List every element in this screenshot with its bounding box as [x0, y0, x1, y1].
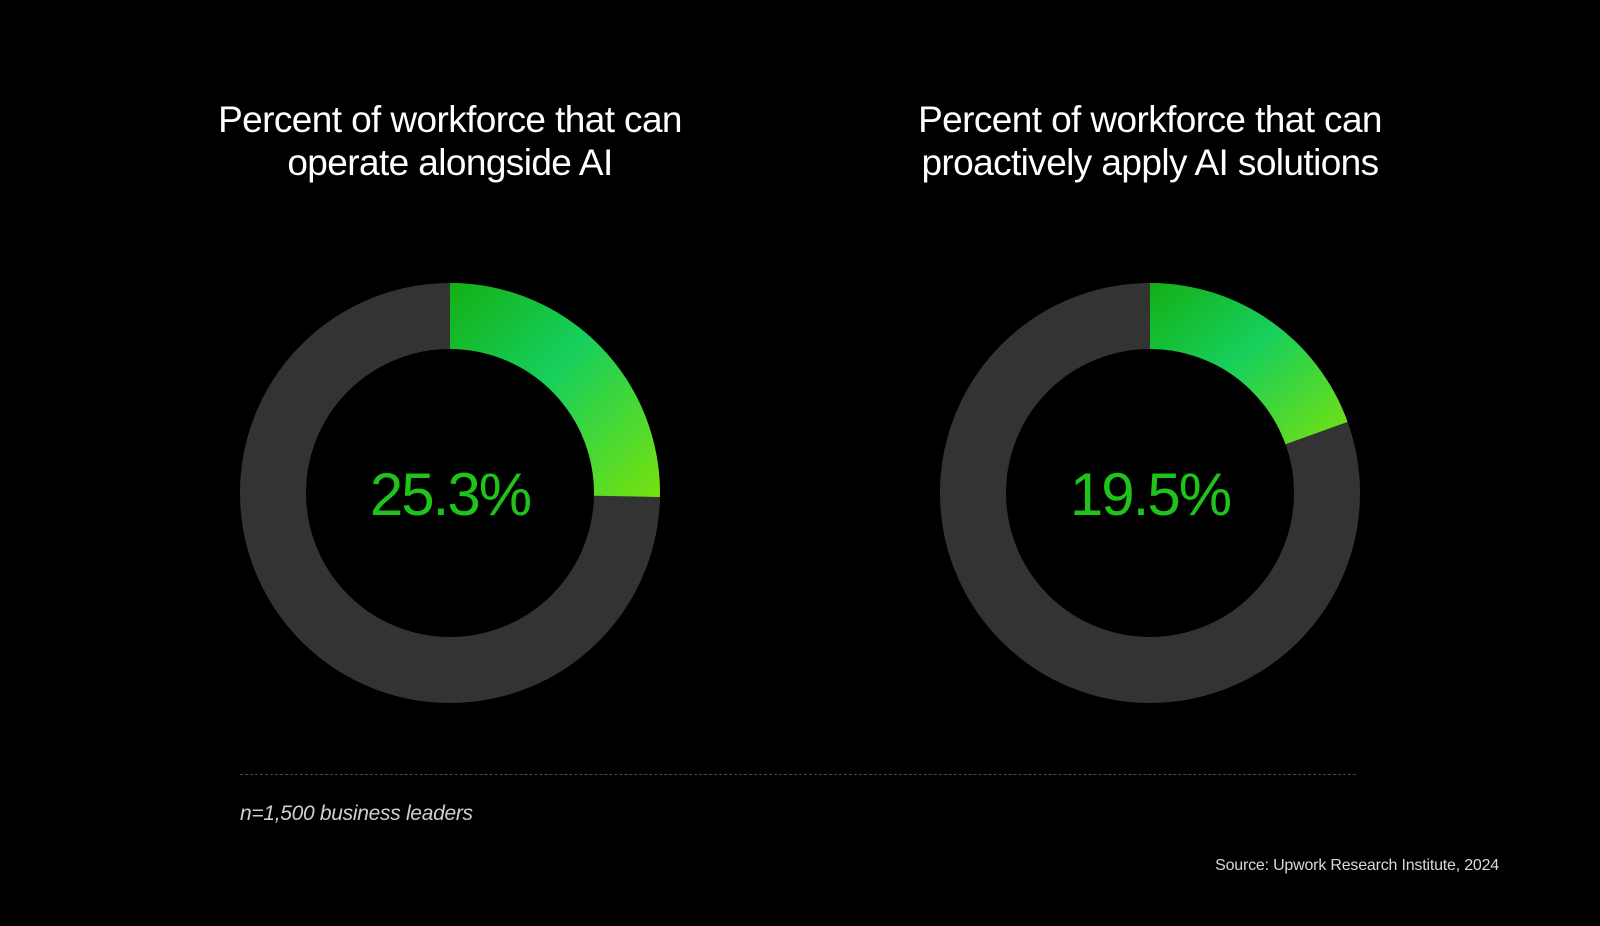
chart-title-line-2: proactively apply AI solutions — [921, 142, 1379, 183]
footer-divider — [240, 774, 1356, 775]
donut-chart-proactively-apply-ai: Percent of workforce that can proactivel… — [840, 0, 1460, 720]
chart-title-line-2: operate alongside AI — [287, 142, 613, 183]
chart-title-line-1: Percent of workforce that can — [218, 99, 682, 140]
donut-svg: 19.5% — [940, 283, 1360, 703]
sample-size-note: n=1,500 business leaders — [240, 802, 473, 825]
donut-chart-operate-alongside-ai: Percent of workforce that can operate al… — [140, 0, 760, 720]
chart-title: Percent of workforce that can proactivel… — [840, 98, 1460, 184]
donut-svg: 25.3% — [240, 283, 660, 703]
chart-title-line-1: Percent of workforce that can — [918, 99, 1382, 140]
donut-center-value: 19.5% — [1070, 461, 1231, 528]
chart-title: Percent of workforce that can operate al… — [140, 98, 760, 184]
donut-value-slice — [1150, 283, 1348, 445]
source-citation: Source: Upwork Research Institute, 2024 — [1215, 857, 1499, 874]
donut-value-slice — [450, 283, 660, 497]
donut-center-value: 25.3% — [370, 461, 531, 528]
